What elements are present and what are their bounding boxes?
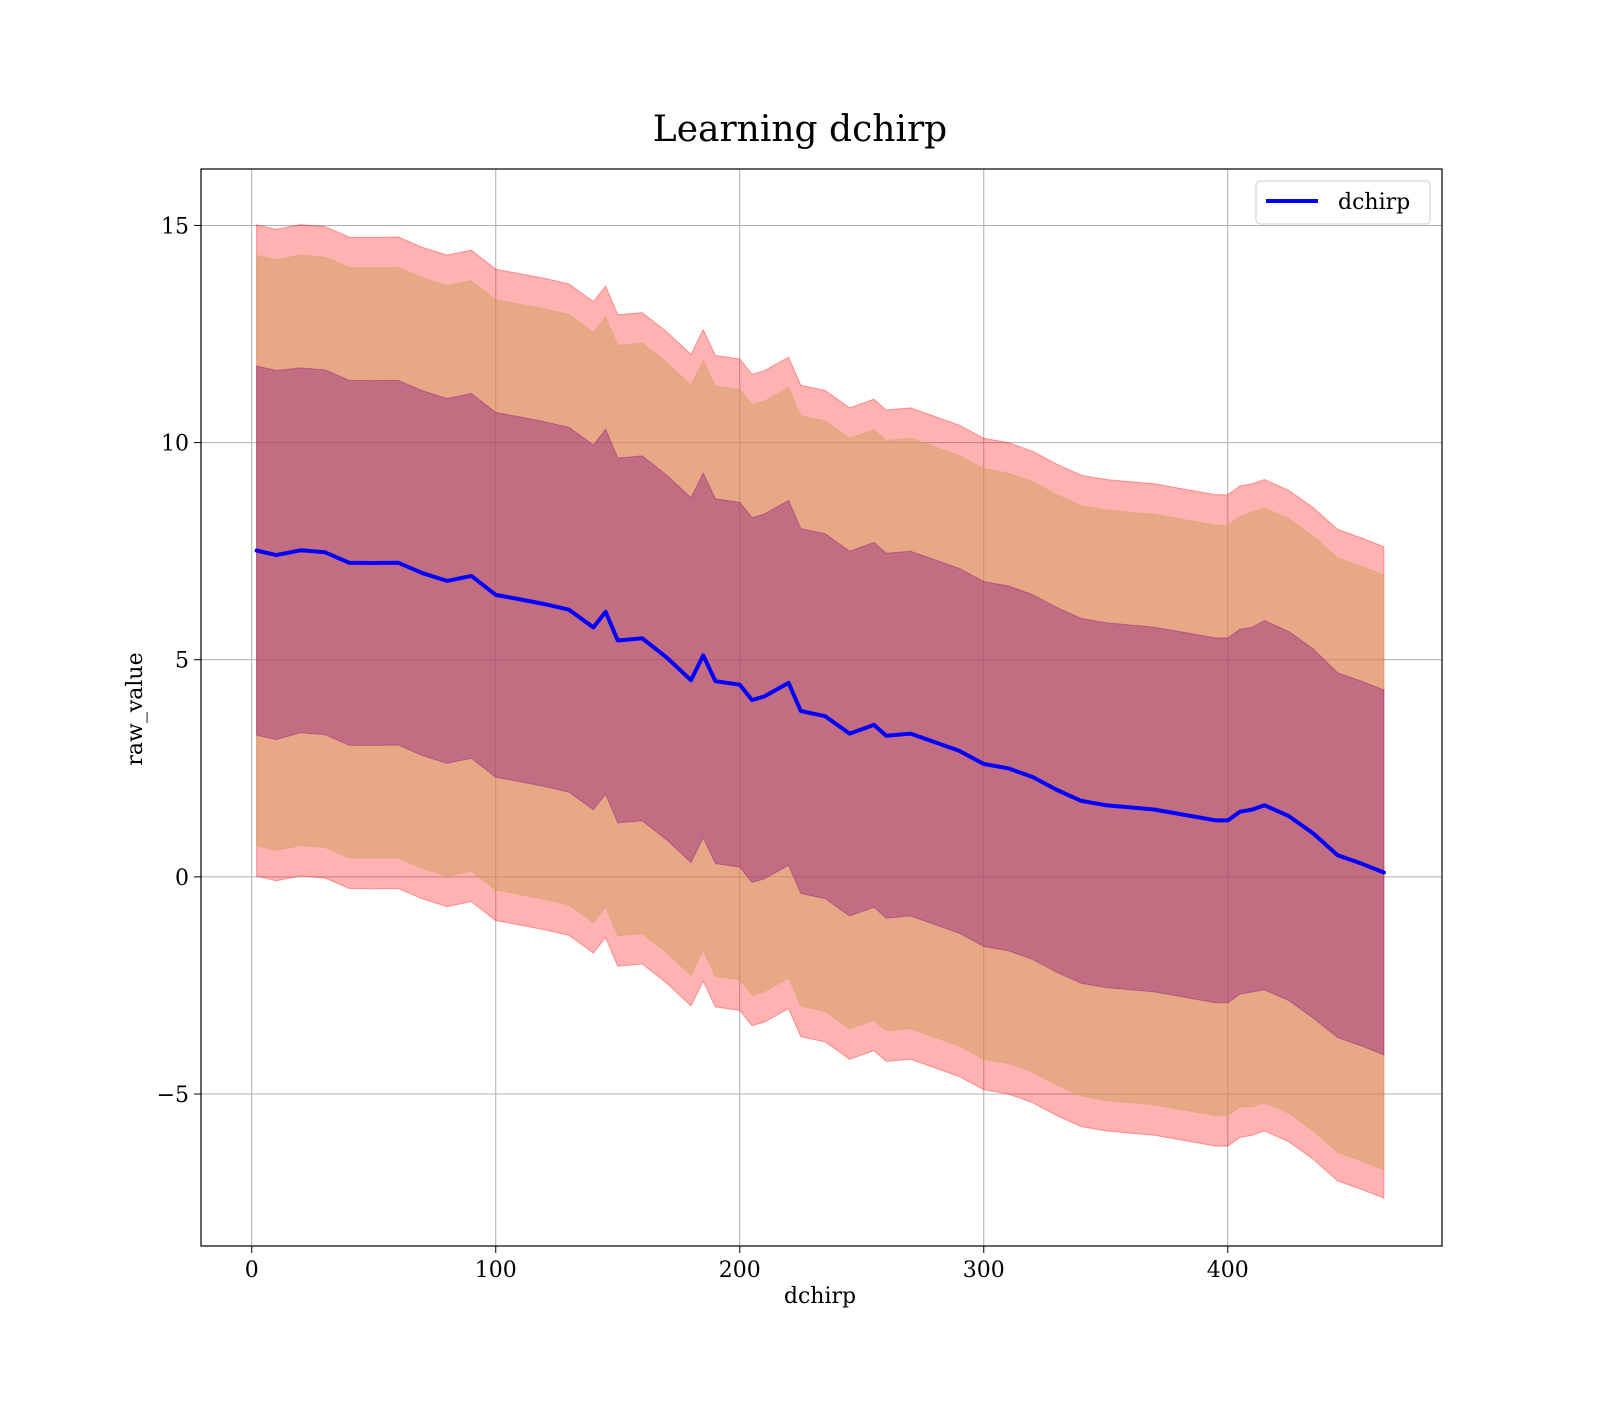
series-lines bbox=[254, 548, 1386, 875]
x-tick-label: 0 bbox=[245, 1258, 259, 1283]
band-middle-band bbox=[256, 254, 1385, 1171]
x-tick-label: 400 bbox=[1207, 1258, 1249, 1283]
y-axis-label: raw_value bbox=[123, 652, 148, 765]
y-tick-label: 10 bbox=[161, 432, 189, 457]
confidence-bands bbox=[256, 224, 1385, 1199]
y-tick-label: −5 bbox=[157, 1083, 189, 1108]
x-axis-label: dchirp bbox=[784, 1284, 856, 1309]
legend: dchirp bbox=[1255, 180, 1431, 225]
legend-label-dchirp: dchirp bbox=[1338, 190, 1410, 215]
y-tick-label: 0 bbox=[175, 866, 189, 891]
series-line-dchirp bbox=[254, 548, 1386, 875]
chart-title: Learning dchirp bbox=[653, 109, 947, 150]
x-tick-label: 300 bbox=[963, 1258, 1005, 1283]
plot-frame bbox=[200, 168, 1443, 1247]
x-tick-label: 100 bbox=[475, 1258, 517, 1283]
y-tick-label: 5 bbox=[175, 649, 189, 674]
y-axis-ticks: −5 0 5 10 15 bbox=[157, 214, 201, 1108]
band-inner-band bbox=[256, 365, 1385, 1056]
x-tick-label: 200 bbox=[719, 1258, 761, 1283]
legend-box bbox=[1255, 180, 1431, 225]
x-axis-ticks: 0 100 200 300 400 bbox=[245, 1246, 1249, 1283]
y-tick-label: 15 bbox=[161, 214, 189, 239]
